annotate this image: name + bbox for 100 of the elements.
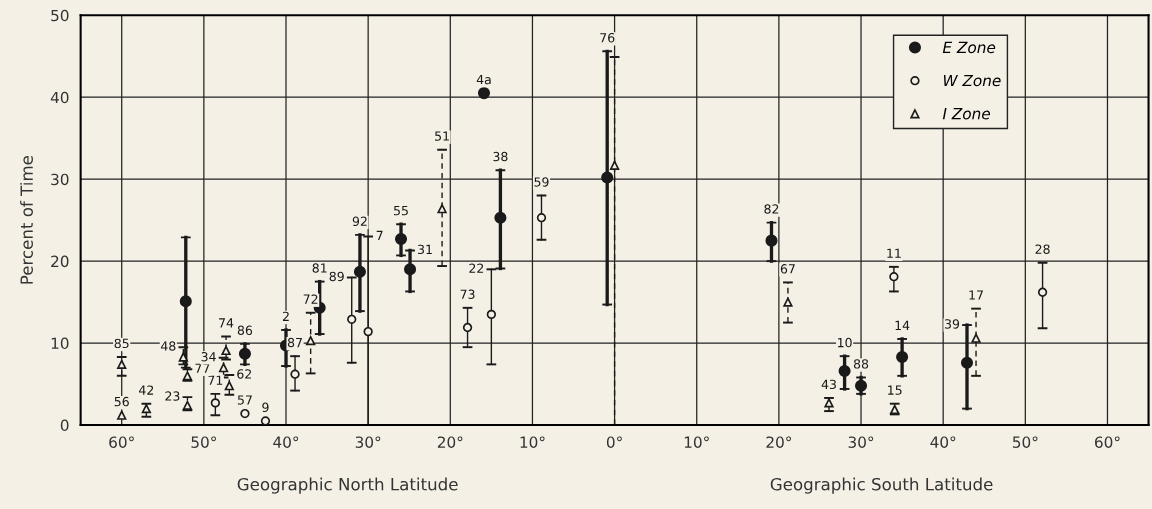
point [363, 326, 373, 337]
point [141, 403, 152, 414]
point [210, 398, 221, 408]
point [394, 232, 408, 246]
annotation: 72 [303, 294, 318, 304]
annotation: 67 [780, 264, 795, 274]
point [971, 333, 981, 343]
y-axis-title: Percent of Time [20, 155, 33, 284]
annotation: 7 [376, 230, 383, 240]
annotation: 2 [282, 311, 289, 321]
point [854, 379, 868, 392]
point [290, 369, 300, 379]
point [224, 381, 234, 391]
annotation: 28 [1035, 244, 1050, 254]
annotation: 23 [165, 391, 180, 401]
x-tick-label: 40° [273, 436, 299, 448]
annotation: 39 [945, 319, 960, 329]
annotation: 14 [895, 320, 910, 330]
annotation: 9 [262, 402, 269, 413]
annotation: 31 [418, 244, 432, 255]
point [179, 295, 192, 308]
annotation: 15 [888, 385, 902, 395]
x-tick-label: 50° [1012, 436, 1038, 448]
point [437, 204, 447, 214]
point [238, 347, 251, 360]
annotation: 4a [476, 74, 491, 85]
annotation: 55 [394, 206, 408, 216]
text: Geographic South Latitude [770, 477, 993, 494]
legend-label: W Zone [943, 74, 1001, 87]
point [536, 213, 547, 223]
point [896, 350, 909, 364]
point [305, 335, 316, 346]
x-tick-label: 60° [109, 436, 134, 448]
annotation: 77 [195, 363, 210, 373]
x-tick-label: 30° [848, 436, 874, 448]
y-tick-label: 10 [51, 337, 69, 350]
text: Geographic North Latitude [237, 477, 458, 494]
annotation: 81 [312, 263, 327, 273]
point [609, 160, 620, 170]
x-tick-label: 60° [1095, 436, 1120, 448]
point [477, 87, 491, 100]
point [1037, 287, 1048, 297]
point [182, 400, 193, 411]
annotation: 57 [237, 395, 252, 405]
annotation: 48 [160, 341, 176, 351]
point [218, 362, 229, 373]
point [838, 364, 851, 377]
point [117, 359, 127, 370]
x-tick-label: 0° [606, 436, 622, 448]
annotation: 71 [208, 375, 223, 385]
point [486, 309, 497, 320]
annotation: 89 [329, 271, 344, 282]
point [347, 314, 357, 324]
y-tick-label: 40 [50, 91, 69, 104]
annotation: 88 [853, 359, 869, 369]
y-tick-label: 0 [60, 419, 69, 432]
point [889, 272, 899, 282]
x-tick-label: 10° [520, 436, 545, 448]
annotation: 17 [969, 290, 983, 300]
annotation: 43 [821, 379, 836, 390]
point [765, 234, 778, 247]
annotation: 34 [201, 351, 216, 362]
x-tick-label: 30° [355, 436, 381, 448]
point [178, 352, 188, 362]
annotation: 82 [764, 204, 779, 214]
x-tick-label: 10° [684, 436, 709, 448]
annotation: 85 [114, 338, 129, 349]
point [240, 408, 250, 419]
point [462, 322, 473, 333]
y-tick-label: 20 [51, 255, 69, 268]
x-tick-label: 40° [930, 436, 956, 448]
y-tick-label: 50 [51, 9, 69, 22]
legend-label: I Zone [942, 108, 991, 120]
legend-label: E Zone [942, 41, 996, 54]
annotation: 10 [838, 337, 852, 348]
point [260, 416, 271, 426]
annotation: 73 [460, 289, 475, 299]
x-tick-label: 50° [191, 436, 216, 448]
point [494, 211, 507, 224]
annotation: 76 [600, 33, 615, 43]
x-tick-label: 20° [437, 436, 463, 448]
annotation: 11 [887, 248, 901, 258]
point [783, 297, 793, 307]
annotation: 59 [534, 177, 549, 187]
annotation: 92 [352, 216, 367, 227]
point [601, 171, 614, 184]
point [353, 265, 366, 278]
x-tick-label: 20° [766, 436, 791, 448]
annotation: 62 [237, 369, 252, 379]
annotation: 22 [469, 263, 484, 273]
point [404, 263, 417, 276]
y-tick-label: 30 [51, 173, 69, 186]
annotation: 86 [237, 325, 253, 336]
annotation: 42 [139, 385, 154, 395]
point [221, 345, 231, 356]
point [824, 398, 834, 408]
point [117, 410, 127, 420]
annotation: 51 [435, 131, 449, 141]
annotation: 56 [114, 396, 129, 407]
annotation: 74 [219, 318, 234, 328]
